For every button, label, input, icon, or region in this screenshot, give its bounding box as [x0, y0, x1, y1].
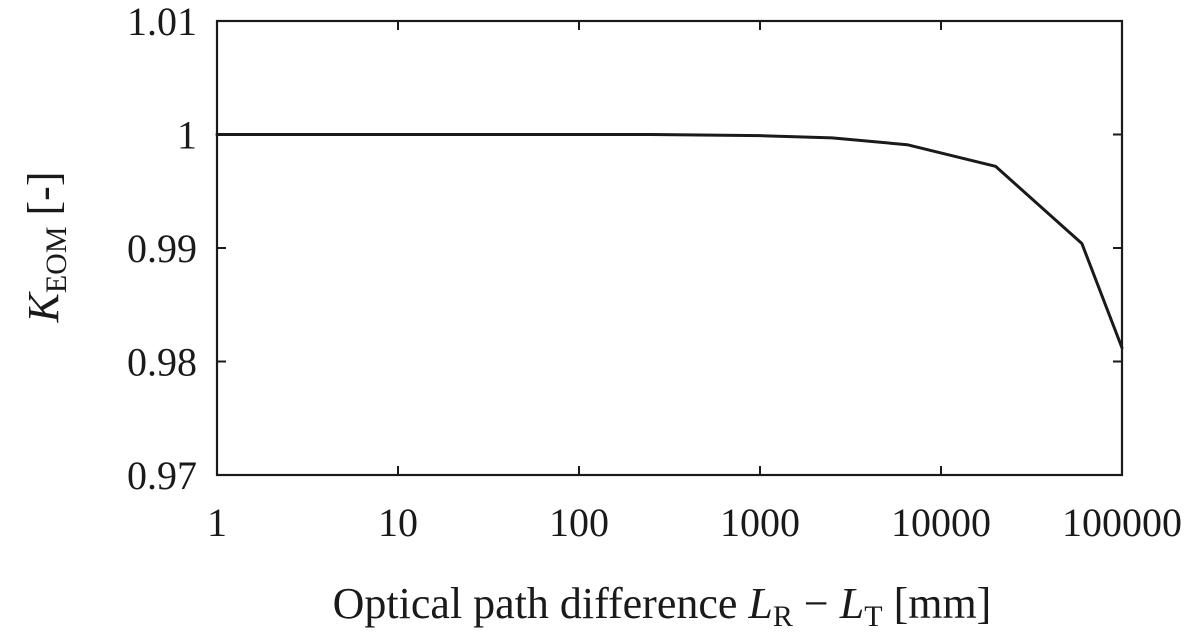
y-tick-label: 0.99	[127, 226, 197, 271]
x-axis-title-var2: L	[839, 579, 864, 628]
y-axis-title-sub: EOM	[40, 226, 73, 293]
y-axis-title-var: K	[19, 291, 68, 324]
plot-frame	[215, 19, 1124, 477]
series-line	[215, 133, 1124, 350]
x-axis-title-sub1: R	[773, 600, 793, 633]
x-tick-label: 100	[549, 500, 609, 545]
x-axis-title-prefix: Optical path difference	[333, 579, 749, 628]
y-tick-label: 1.01	[127, 0, 197, 44]
x-tick-label: 1	[207, 500, 227, 545]
x-axis-title-operator: −	[793, 579, 840, 628]
x-axis-title-sub2: T	[864, 600, 882, 633]
y-axis-title: KEOM [-]	[19, 172, 73, 324]
x-tick-label: 10000	[891, 500, 991, 545]
y-axis-title-unit: [-]	[19, 172, 68, 227]
y-tick-label: 0.97	[127, 453, 197, 498]
x-axis-title: Optical path difference LR − LT [mm]	[333, 579, 992, 633]
x-tick-label: 10	[378, 500, 418, 545]
y-tick-label: 1	[177, 113, 197, 158]
x-tick-label: 1000	[720, 500, 800, 545]
x-tick-label: 100000	[1062, 500, 1182, 545]
y-tick-label: 0.98	[127, 340, 197, 385]
x-axis-title-unit: [mm]	[883, 579, 992, 628]
x-axis-title-var1: L	[747, 579, 772, 628]
